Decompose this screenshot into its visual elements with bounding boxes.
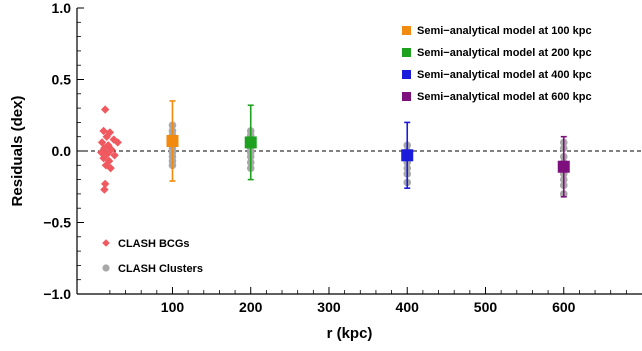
- bcg-point: [99, 126, 108, 136]
- legend-label: Semi−analytical model at 600 kpc: [417, 91, 592, 103]
- bcg-point: [102, 132, 111, 141]
- y-axis-label: Residuals (dex): [9, 96, 26, 207]
- y-tick-label: 0.0: [52, 143, 72, 159]
- y-tick-label: −0.5: [43, 215, 71, 231]
- bcg-point: [113, 138, 122, 147]
- bcg-point: [109, 135, 118, 144]
- bcg-point: [100, 179, 110, 189]
- legend-bottom-left: CLASH BCGs CLASH Clusters: [102, 238, 203, 275]
- legend-label: CLASH Clusters: [118, 263, 203, 275]
- legend-marker: [402, 70, 411, 79]
- x-axis-label: r (kpc): [327, 325, 373, 342]
- data-points: [97, 100, 570, 198]
- y-tick-label: 1.0: [52, 0, 72, 16]
- model-point: [166, 134, 179, 147]
- legend-top-right: Semi−analytical model at 100 kpc Semi−ana…: [402, 25, 592, 103]
- legend-label: Semi−analytical model at 400 kpc: [417, 69, 592, 81]
- bcg-point: [106, 163, 115, 173]
- x-tick-label: 600: [552, 299, 576, 315]
- bcg-point: [110, 151, 119, 160]
- y-tick-label: 0.5: [52, 72, 72, 88]
- bcg-point: [100, 105, 110, 114]
- model-point: [244, 136, 257, 149]
- x-tick-label: 500: [474, 299, 498, 315]
- x-tick-label: 300: [317, 299, 341, 315]
- legend-marker: [102, 264, 110, 272]
- legend-marker: [402, 26, 411, 35]
- model-point: [557, 160, 570, 173]
- bcg-point: [105, 128, 115, 137]
- legend-marker: [102, 239, 110, 247]
- model-point: [401, 149, 414, 162]
- x-tick-label: 400: [396, 299, 420, 315]
- axis-ticks: 1.0 0.5 0.0 −0.5 −1.0 100 200 300 400 500 600: [43, 0, 627, 315]
- x-tick-label: 200: [239, 299, 263, 315]
- y-tick-label: −1.0: [43, 286, 71, 302]
- legend-label: CLASH BCGs: [118, 238, 190, 250]
- legend-label: Semi−analytical model at 100 kpc: [417, 25, 592, 37]
- legend-marker: [402, 92, 411, 101]
- bcg-point: [100, 185, 109, 194]
- legend-marker: [402, 48, 411, 57]
- x-tick-label: 100: [161, 299, 185, 315]
- bcg-point: [104, 141, 113, 150]
- legend-label: Semi−analytical model at 200 kpc: [417, 47, 592, 59]
